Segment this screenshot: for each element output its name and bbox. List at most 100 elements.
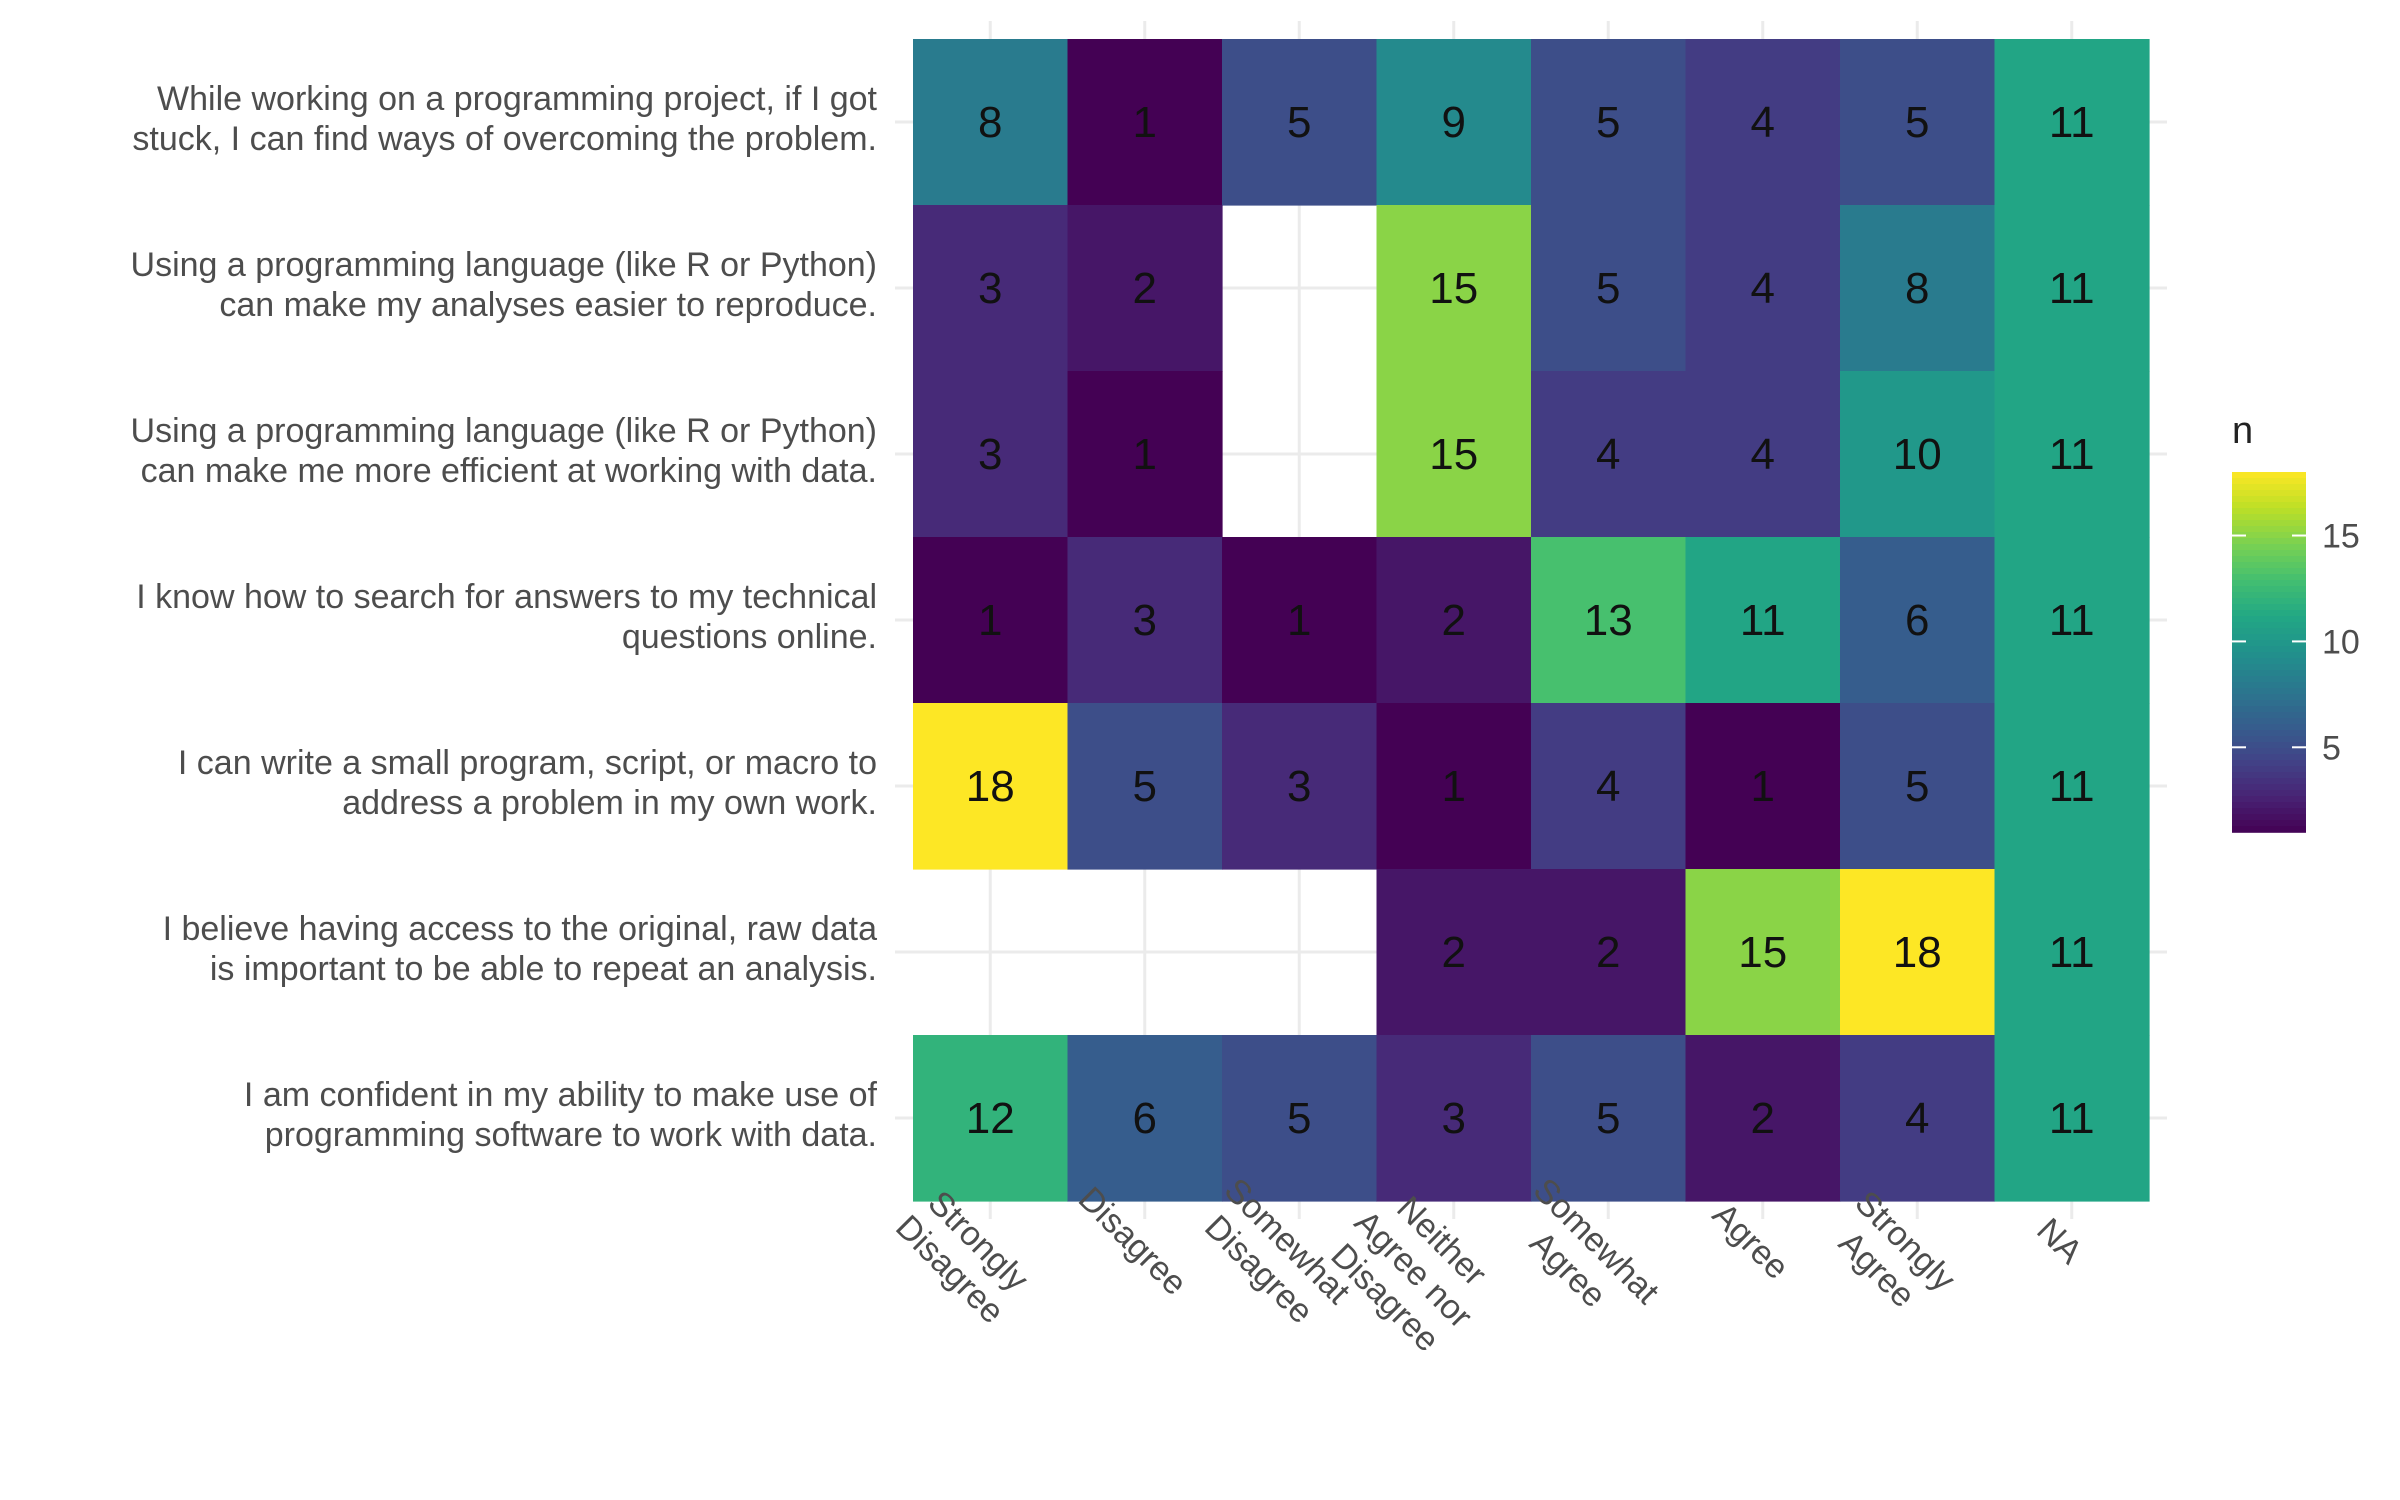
heatmap-cell <box>1531 205 1687 372</box>
cell-value-label: 5 <box>1133 762 1157 811</box>
cell-value-label: 5 <box>1287 1094 1311 1143</box>
cell-value-label: 3 <box>1287 762 1311 811</box>
heatmap-cell <box>1067 703 1223 870</box>
heatmap-cell <box>1531 869 1687 1036</box>
cell-value-label: 18 <box>966 762 1015 811</box>
cell-value-label: 11 <box>2049 430 2095 479</box>
y-tick-label: I am confident in my ability to make use… <box>244 1076 878 1154</box>
legend-colorbar-segment <box>2232 784 2306 791</box>
legend-colorbar-segment <box>2232 574 2306 581</box>
cell-value-labels: 8 1 5 9 5 4 5 113 2 15 5 4 8 113 1 15 4 4 10 111 3 1 2 13 11 6 111… <box>966 98 2095 1143</box>
heatmap-cell <box>1840 537 1996 704</box>
legend-colorbar-segment <box>2232 718 2306 725</box>
cell-value-label: 5 <box>1905 762 1929 811</box>
cell-value-label: 5 <box>1596 264 1620 313</box>
heatmap-cell <box>1067 1035 1223 1202</box>
cell-value-label: 8 <box>1905 264 1929 313</box>
cell-value-label: 4 <box>1596 430 1620 479</box>
heatmap-cell <box>913 205 1069 372</box>
x-tick-label: Agree <box>1705 1196 1796 1287</box>
heatmap-cell <box>1685 869 1841 1036</box>
cell-value-label: 2 <box>1133 264 1157 313</box>
legend-colorbar-segment <box>2232 694 2306 701</box>
heatmap-cell <box>1222 39 1378 206</box>
cell-value-label: 15 <box>1738 928 1787 977</box>
heatmap-cell <box>1994 703 2150 870</box>
heatmap-cell <box>1067 537 1223 704</box>
cell-value-label: 2 <box>1442 596 1466 645</box>
y-tick-label-line: programming software to work with data. <box>265 1116 877 1154</box>
legend-colorbar-segment <box>2232 772 2306 779</box>
cell-value-label: 2 <box>1442 928 1466 977</box>
legend-colorbar-segment <box>2232 724 2306 731</box>
heatmap-cell <box>1067 371 1223 538</box>
heatmap-cell <box>913 537 1069 704</box>
heatmap-cell <box>1376 371 1532 538</box>
legend-colorbar-segment <box>2232 472 2306 479</box>
x-tick-label-line: NA <box>2029 1211 2089 1271</box>
legend-colorbar-segment <box>2232 532 2306 539</box>
legend-title: n <box>2232 410 2253 452</box>
heatmap-cell <box>1376 869 1532 1036</box>
heatmap-cell <box>1531 371 1687 538</box>
cell-value-label: 8 <box>978 98 1002 147</box>
cell-value-label: 4 <box>1751 264 1775 313</box>
heatmap-cell <box>1840 371 1996 538</box>
y-tick-label-line: stuck, I can find ways of overcoming the… <box>132 120 877 158</box>
legend-colorbar-segment <box>2232 790 2306 797</box>
heatmap-cell <box>1840 869 1996 1036</box>
legend-colorbar-segment <box>2232 796 2306 803</box>
cell-value-label: 4 <box>1596 762 1620 811</box>
legend-colorbar-segment <box>2232 580 2306 587</box>
cell-value-label: 18 <box>1893 928 1942 977</box>
heatmap-cell <box>1376 1035 1532 1202</box>
legend-colorbar-segment <box>2232 556 2306 563</box>
heatmap-cell <box>1685 1035 1841 1202</box>
heatmap-cell <box>1376 39 1532 206</box>
legend-colorbar-segment <box>2232 730 2306 737</box>
cell-value-label: 5 <box>1596 98 1620 147</box>
cell-value-label: 11 <box>1740 596 1786 645</box>
legend-colorbar-segment <box>2232 568 2306 575</box>
heatmap-cell <box>1685 39 1841 206</box>
heatmap-cell <box>1994 869 2150 1036</box>
heatmap-cell <box>1685 371 1841 538</box>
cell-value-label: 2 <box>1596 928 1620 977</box>
legend-colorbar-segment <box>2232 586 2306 593</box>
y-tick-label-line: address a problem in my own work. <box>342 784 877 822</box>
cell-value-label: 11 <box>2049 98 2095 147</box>
heatmap-cell <box>913 703 1069 870</box>
cell-value-label: 3 <box>1442 1094 1466 1143</box>
heatmap-cell <box>1840 39 1996 206</box>
legend-colorbar-segment <box>2232 712 2306 719</box>
heatmap-cell <box>1376 537 1532 704</box>
y-tick-label-line: Using a programming language (like R or … <box>131 412 877 450</box>
color-legend: n 5 10 15 <box>2232 410 2360 833</box>
cell-value-label: 3 <box>1133 596 1157 645</box>
legend-colorbar-segment <box>2232 592 2306 599</box>
legend-colorbar-segment <box>2232 598 2306 605</box>
heatmap-cell <box>1994 1035 2150 1202</box>
heatmap-cell <box>1531 39 1687 206</box>
heatmap-cell <box>1067 39 1223 206</box>
legend-colorbar-segment <box>2232 778 2306 785</box>
legend-colorbar-segment <box>2232 760 2306 767</box>
y-tick-label: I believe having access to the original,… <box>163 910 878 988</box>
cell-value-label: 11 <box>2049 928 2095 977</box>
legend-colorbar-segment <box>2232 520 2306 527</box>
legend-colorbar-segment <box>2232 526 2306 533</box>
legend-colorbar-segment <box>2232 490 2306 497</box>
cell-value-label: 3 <box>978 430 1002 479</box>
legend-colorbar-segment <box>2232 808 2306 815</box>
cell-value-label: 1 <box>978 596 1002 645</box>
legend-colorbar-segment <box>2232 676 2306 683</box>
x-tick-label: NA <box>2029 1211 2089 1271</box>
legend-colorbar-segment <box>2232 814 2306 821</box>
cell-value-label: 5 <box>1596 1094 1620 1143</box>
y-tick-label-line: I am confident in my ability to make use… <box>244 1076 878 1114</box>
cell-value-label: 1 <box>1442 762 1466 811</box>
cell-value-label: 13 <box>1584 596 1633 645</box>
legend-colorbar-segment <box>2232 634 2306 641</box>
heatmap-cell <box>913 39 1069 206</box>
heatmap-cell <box>1685 205 1841 372</box>
